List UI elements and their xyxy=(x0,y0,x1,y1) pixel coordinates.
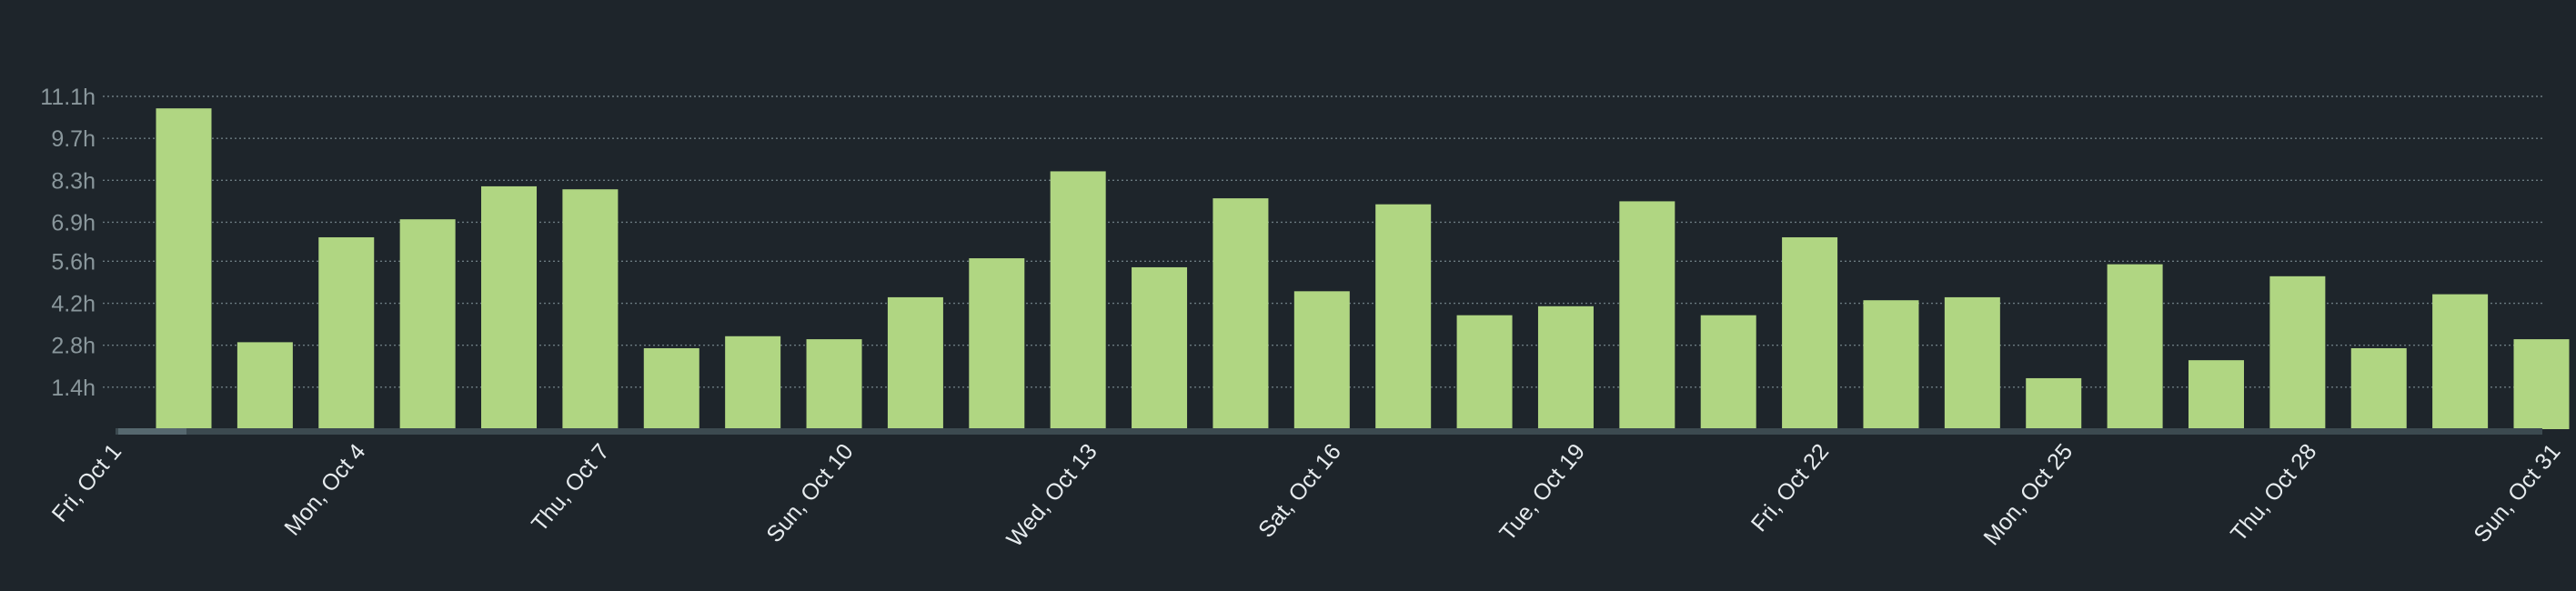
bar[interactable] xyxy=(2350,347,2407,429)
bar[interactable] xyxy=(1456,315,1513,429)
bar[interactable] xyxy=(1293,291,1350,429)
x-axis-ticks: Fri, Oct 1 Mon, Oct 4 Thu, Oct 7 Sun, Oct 1… xyxy=(47,439,2566,552)
bar[interactable] xyxy=(643,347,699,429)
bar[interactable] xyxy=(236,342,293,429)
bar[interactable] xyxy=(806,339,862,429)
y-tick-label: 9.7h xyxy=(51,126,96,152)
y-axis-ticks: 1.4h 2.8h 4.2h 5.6h 6.9h 8.3h 9.7h 11.1h xyxy=(40,85,96,401)
bar[interactable] xyxy=(1700,315,1756,429)
x-tick-label: Wed, Oct 13 xyxy=(1001,439,1102,552)
bar[interactable] xyxy=(1863,300,1919,429)
x-tick-label: Thu, Oct 28 xyxy=(2226,439,2321,546)
y-tick-label: 5.6h xyxy=(51,249,96,275)
x-tick-label: Sun, Oct 31 xyxy=(2469,439,2565,547)
y-tick-label: 11.1h xyxy=(40,85,96,110)
bar[interactable] xyxy=(481,185,538,429)
bar[interactable] xyxy=(2513,339,2570,429)
x-tick-label: Tue, Oct 19 xyxy=(1494,439,1590,546)
bar[interactable] xyxy=(969,258,1025,429)
bar[interactable] xyxy=(156,108,212,430)
bar[interactable] xyxy=(1213,198,1269,429)
y-tick-label: 6.9h xyxy=(51,210,96,235)
bar[interactable] xyxy=(399,219,456,429)
bar[interactable] xyxy=(887,296,943,429)
bar[interactable] xyxy=(2269,275,2326,429)
bar[interactable] xyxy=(1782,236,1838,429)
bar[interactable] xyxy=(1375,204,1432,429)
x-tick-label: Sun, Oct 10 xyxy=(761,439,858,547)
x-tick-label: Mon, Oct 25 xyxy=(1978,439,2078,550)
y-tick-label: 1.4h xyxy=(51,376,96,401)
bar[interactable] xyxy=(318,236,375,429)
bar[interactable] xyxy=(1050,171,1106,429)
bar[interactable] xyxy=(2026,377,2082,429)
bar[interactable] xyxy=(1944,296,2000,429)
x-tick-label: Thu, Oct 7 xyxy=(527,439,614,536)
x-tick-label: Fri, Oct 1 xyxy=(47,439,127,527)
x-axis-baseline xyxy=(116,428,2542,435)
y-tick-label: 2.8h xyxy=(51,334,96,359)
bar-series xyxy=(156,108,2570,430)
bar[interactable] xyxy=(562,189,619,429)
x-axis-selection-marker xyxy=(118,428,186,435)
bar[interactable] xyxy=(1537,306,1594,429)
bar[interactable] xyxy=(725,336,781,429)
y-tick-label: 4.2h xyxy=(51,292,96,317)
bar[interactable] xyxy=(2432,294,2489,429)
x-tick-label: Sat, Oct 16 xyxy=(1253,439,1346,543)
y-tick-label: 8.3h xyxy=(51,168,96,194)
bar[interactable] xyxy=(1619,201,1675,429)
bar[interactable] xyxy=(1132,266,1188,429)
x-tick-label: Mon, Oct 4 xyxy=(279,439,370,541)
bar[interactable] xyxy=(2188,360,2244,429)
bar[interactable] xyxy=(2107,264,2163,429)
x-tick-label: Fri, Oct 22 xyxy=(1746,439,1834,536)
